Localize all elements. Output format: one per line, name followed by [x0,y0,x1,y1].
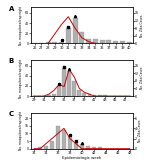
Y-axis label: No. Zika Cases: No. Zika Cases [138,119,142,142]
Y-axis label: No. mosquitoes/trap night: No. mosquitoes/trap night [19,58,23,98]
Bar [38,147,42,149]
Bar [57,86,61,96]
Bar [80,144,84,149]
Bar [73,18,78,43]
Bar [127,42,132,43]
Bar [50,141,54,149]
Bar [74,143,78,149]
Bar [68,136,72,149]
Bar [56,126,60,149]
Bar [62,130,66,149]
Bar [52,42,57,43]
Bar [88,94,91,96]
Bar [86,146,90,149]
Bar [44,146,48,149]
Bar [113,41,118,43]
Bar [98,147,102,149]
Bar [103,95,107,96]
Bar [92,147,96,149]
Bar [72,81,76,96]
Bar [66,28,71,43]
Bar [100,40,105,43]
Bar [82,93,86,96]
Bar [86,39,91,43]
Bar [106,40,111,43]
Y-axis label: No. Zika Cases: No. Zika Cases [140,67,144,89]
Text: C: C [9,111,14,117]
Bar [98,95,102,96]
Bar [93,39,98,43]
Bar [93,95,96,96]
Bar [59,42,64,43]
Text: A: A [9,6,14,12]
Bar [120,42,125,43]
Bar [79,32,84,43]
Bar [67,71,71,96]
Y-axis label: No. mosquitoes/trap night: No. mosquitoes/trap night [19,6,23,45]
Y-axis label: No. mosquitoes/trap night: No. mosquitoes/trap night [19,111,23,150]
X-axis label: Epidemiologic week: Epidemiologic week [62,156,101,161]
Bar [77,90,81,96]
Y-axis label: No. Zika Cases: No. Zika Cases [140,14,144,37]
Bar [45,42,51,43]
Bar [62,68,66,96]
Bar [52,93,56,96]
Bar [47,95,51,96]
Text: B: B [9,58,14,64]
